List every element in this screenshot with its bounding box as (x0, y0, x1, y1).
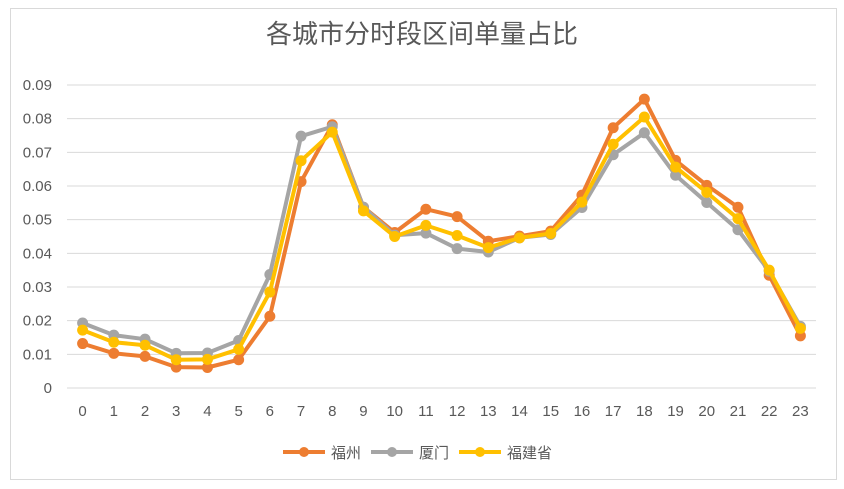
x-tick-label: 13 (480, 403, 497, 420)
data-point (732, 201, 744, 213)
x-tick-label: 3 (172, 403, 180, 420)
series-line (80, 97, 803, 370)
data-point (514, 232, 526, 244)
x-axis-labels: 0 1 2 3 4 5 6 7 8 9 10 11 12 13 14 15 16 17 18 19 20 21 22 23 (78, 403, 808, 420)
series-line (80, 124, 803, 356)
data-point (607, 122, 619, 134)
y-tick-label: 0 (44, 380, 52, 397)
data-point (108, 347, 120, 359)
x-tick-label: 14 (511, 403, 528, 420)
series-group (77, 93, 806, 373)
x-tick-label: 18 (636, 403, 653, 420)
data-point (357, 205, 369, 217)
data-point (451, 229, 463, 241)
x-tick-label: 2 (141, 403, 149, 420)
data-point (326, 126, 338, 138)
data-point (201, 353, 213, 365)
data-point (264, 310, 276, 322)
data-point (170, 354, 182, 366)
x-tick-label: 5 (234, 403, 242, 420)
data-point (77, 338, 89, 350)
data-point (233, 343, 245, 355)
data-point (139, 350, 151, 362)
data-point (701, 196, 713, 208)
data-point (638, 111, 650, 123)
series-0 (77, 93, 806, 373)
y-tick-label: 0.06 (23, 178, 52, 195)
x-tick-label: 19 (667, 403, 684, 420)
data-point (139, 339, 151, 351)
x-tick-label: 16 (574, 403, 591, 420)
gridlines (67, 84, 816, 389)
data-point (451, 243, 463, 255)
y-tick-label: 0.05 (23, 212, 52, 229)
x-tick-label: 9 (359, 403, 367, 420)
x-tick-label: 22 (761, 403, 778, 420)
data-point (576, 196, 588, 208)
x-tick-label: 23 (792, 403, 809, 420)
y-tick-label: 0.02 (23, 313, 52, 330)
data-point (77, 324, 89, 336)
legend-item: 厦门 (371, 444, 449, 462)
data-point (607, 138, 619, 150)
series-2 (77, 111, 806, 366)
y-tick-label: 0.03 (23, 279, 52, 296)
data-point (264, 286, 276, 298)
legend-swatch-marker (299, 447, 309, 457)
x-tick-label: 17 (605, 403, 622, 420)
data-point (670, 161, 682, 173)
data-point (794, 322, 806, 334)
x-tick-label: 7 (297, 403, 305, 420)
x-tick-label: 4 (203, 403, 211, 420)
legend-item: 福州 (283, 444, 361, 462)
x-tick-label: 10 (386, 403, 403, 420)
data-point (638, 93, 650, 105)
data-point (638, 127, 650, 139)
data-point (545, 227, 557, 239)
x-tick-label: 0 (78, 403, 86, 420)
legend-label: 厦门 (419, 444, 449, 462)
legend-label: 福建省 (507, 444, 552, 462)
x-tick-label: 15 (542, 403, 559, 420)
legend-item: 福建省 (459, 444, 552, 462)
y-tick-label: 0.09 (23, 77, 52, 94)
legend-label: 福州 (331, 444, 361, 462)
data-point (701, 186, 713, 198)
x-tick-label: 20 (698, 403, 715, 420)
chart-frame (10, 8, 837, 480)
x-tick-label: 1 (110, 403, 118, 420)
y-tick-label: 0.01 (23, 346, 52, 363)
x-tick-label: 12 (449, 403, 466, 420)
data-point (389, 231, 401, 242)
data-point (295, 155, 307, 167)
y-tick-label: 0.08 (23, 111, 52, 128)
series-1 (77, 121, 806, 359)
y-tick-label: 0.07 (23, 144, 52, 161)
legend: 福州 厦门 福建省 (283, 444, 552, 462)
x-tick-label: 6 (266, 403, 274, 420)
legend-swatch-marker (475, 447, 485, 457)
chart-title: 各城市分时段区间单量占比 (265, 20, 578, 50)
data-point (233, 354, 245, 366)
data-point (420, 203, 432, 215)
data-point (108, 336, 120, 348)
data-point (295, 130, 307, 142)
data-point (451, 211, 463, 223)
y-tick-label: 0.04 (23, 245, 52, 262)
y-axis-labels: 0.09 0.08 0.07 0.06 0.05 0.04 0.03 0.02 0.01 0 (23, 77, 52, 397)
x-tick-label: 8 (328, 403, 336, 420)
data-point (420, 219, 432, 231)
data-point (732, 213, 744, 225)
x-tick-label: 21 (730, 403, 747, 420)
legend-swatch-marker (387, 447, 397, 457)
data-point (482, 242, 494, 254)
data-point (763, 264, 775, 276)
series-line (80, 115, 803, 362)
x-tick-label: 11 (418, 403, 434, 420)
